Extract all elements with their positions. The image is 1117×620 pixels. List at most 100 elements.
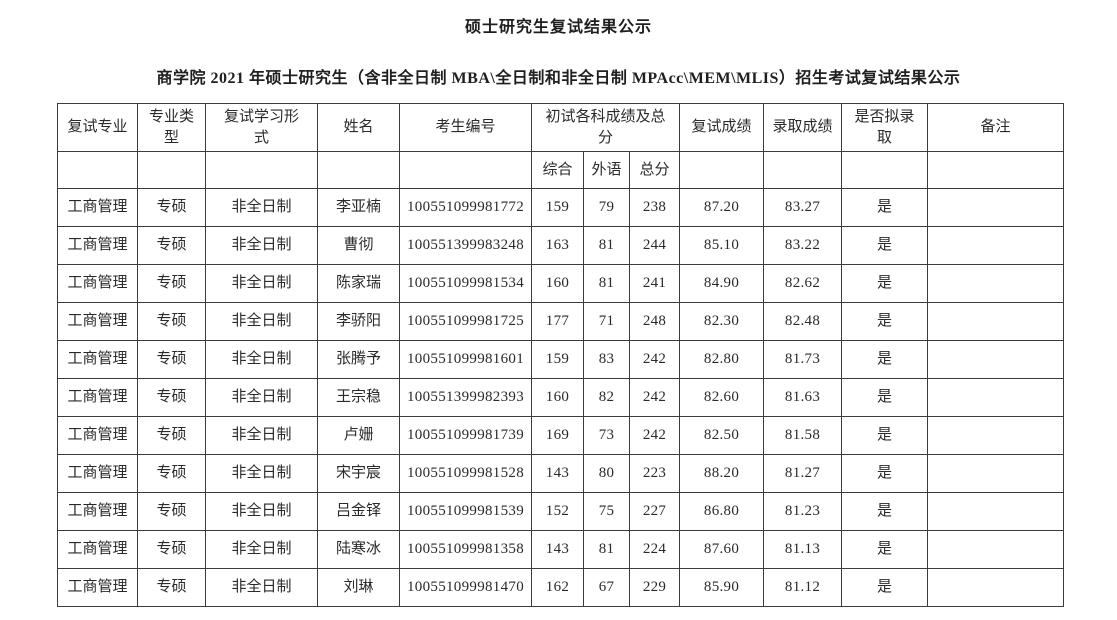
- cell-admitted: 是: [841, 454, 929, 493]
- header-name-label: 姓名: [343, 119, 374, 136]
- header-remarks-label: 备注: [980, 119, 1011, 136]
- cell-retest-major: 工商管理: [57, 340, 138, 379]
- cell-major-type: 专硕: [137, 416, 206, 455]
- header-comprehensive: 综合: [531, 151, 584, 189]
- cell-candidate-id: 100551099981739: [399, 416, 532, 455]
- cell-comprehensive: 162: [531, 568, 584, 607]
- cell-major-type: 专硕: [137, 340, 206, 379]
- cell-name: 陆寒冰: [317, 530, 400, 569]
- header-total: 总分: [628, 151, 681, 189]
- header-retest-score: 复试成绩: [679, 103, 765, 152]
- cell-admission-score: 83.22: [763, 226, 843, 265]
- cell-admitted: 是: [841, 302, 929, 341]
- cell-retest-major: 工商管理: [57, 226, 138, 265]
- cell-name: 卢姗: [317, 416, 400, 455]
- header-study-form-label: 复试学习形式: [223, 109, 299, 146]
- cell-comprehensive: 159: [531, 188, 584, 227]
- cell-foreign-language: 75: [583, 492, 630, 531]
- cell-admitted: 是: [841, 416, 929, 455]
- cell-retest-major: 工商管理: [57, 188, 138, 227]
- header-row-main: 复试专业 专业类型 复试学习形式 姓名 考生编号 初试各科成绩及总分 复试成绩 …: [57, 103, 1065, 152]
- header-spacer-cell: [763, 151, 843, 189]
- header-spacer-cell: [927, 151, 1065, 189]
- cell-retest-major: 工商管理: [57, 378, 138, 417]
- cell-admission-score: 82.62: [763, 264, 843, 303]
- cell-name: 宋宇宸: [317, 454, 400, 493]
- cell-foreign-language: 73: [583, 416, 630, 455]
- header-admission-score: 录取成绩: [763, 103, 843, 152]
- cell-admitted: 是: [841, 340, 929, 379]
- header-spacer-cell: [137, 151, 206, 189]
- cell-retest-score: 85.90: [679, 568, 765, 607]
- cell-study-form: 非全日制: [205, 264, 318, 303]
- results-table: 复试专业 专业类型 复试学习形式 姓名 考生编号 初试各科成绩及总分 复试成绩 …: [57, 103, 1065, 607]
- cell-major-type: 专硕: [137, 378, 206, 417]
- page-subtitle: 商学院 2021 年硕士研究生（含非全日制 MBA\全日制和非全日制 MPAcc…: [156, 70, 961, 87]
- header-spacer-cell: [679, 151, 765, 189]
- cell-retest-major: 工商管理: [57, 530, 138, 569]
- cell-remarks: [927, 226, 1065, 265]
- cell-admission-score: 81.27: [763, 454, 843, 493]
- cell-foreign-language: 81: [583, 530, 630, 569]
- cell-candidate-id: 100551399982393: [399, 378, 532, 417]
- table-row: 工商管理 专硕 非全日制 陈家瑞 100551099981534 160 81 …: [57, 264, 1065, 303]
- cell-total: 242: [628, 416, 681, 455]
- cell-retest-major: 工商管理: [57, 302, 138, 341]
- cell-comprehensive: 143: [531, 454, 584, 493]
- header-candidate-id: 考生编号: [399, 103, 532, 152]
- cell-major-type: 专硕: [137, 530, 206, 569]
- header-study-form: 复试学习形式: [205, 103, 318, 152]
- header-row-sub: 综合 外语 总分: [57, 151, 1065, 189]
- cell-retest-score: 87.20: [679, 188, 765, 227]
- header-name: 姓名: [317, 103, 400, 152]
- cell-foreign-language: 81: [583, 226, 630, 265]
- cell-admitted: 是: [841, 568, 929, 607]
- cell-comprehensive: 159: [531, 340, 584, 379]
- cell-candidate-id: 100551099981725: [399, 302, 532, 341]
- cell-name: 李骄阳: [317, 302, 400, 341]
- cell-comprehensive: 143: [531, 530, 584, 569]
- cell-retest-score: 82.30: [679, 302, 765, 341]
- table-row: 工商管理 专硕 非全日制 陆寒冰 100551099981358 143 81 …: [57, 530, 1065, 569]
- cell-remarks: [927, 454, 1065, 493]
- header-retest-major-label: 复试专业: [67, 119, 128, 136]
- page-title: 硕士研究生复试结果公示: [464, 19, 652, 36]
- cell-retest-score: 86.80: [679, 492, 765, 531]
- cell-total: 244: [628, 226, 681, 265]
- cell-major-type: 专硕: [137, 226, 206, 265]
- cell-admission-score: 83.27: [763, 188, 843, 227]
- header-initial-scores-group-label: 初试各科成绩及总分: [545, 109, 666, 146]
- cell-study-form: 非全日制: [205, 530, 318, 569]
- cell-total: 248: [628, 302, 681, 341]
- cell-retest-major: 工商管理: [57, 416, 138, 455]
- cell-retest-score: 85.10: [679, 226, 765, 265]
- cell-candidate-id: 100551099981470: [399, 568, 532, 607]
- header-admission-score-label: 录取成绩: [772, 119, 833, 136]
- header-spacer-cell: [399, 151, 532, 189]
- cell-admission-score: 81.63: [763, 378, 843, 417]
- cell-remarks: [927, 302, 1065, 341]
- header-spacer-cell: [57, 151, 138, 189]
- header-major-type-label: 专业类型: [148, 109, 194, 146]
- cell-admitted: 是: [841, 188, 929, 227]
- cell-remarks: [927, 530, 1065, 569]
- header-total-label: 总分: [639, 161, 670, 178]
- cell-foreign-language: 79: [583, 188, 630, 227]
- cell-name: 陈家瑞: [317, 264, 400, 303]
- cell-admitted: 是: [841, 264, 929, 303]
- cell-comprehensive: 169: [531, 416, 584, 455]
- cell-candidate-id: 100551099981528: [399, 454, 532, 493]
- cell-retest-score: 87.60: [679, 530, 765, 569]
- cell-admission-score: 81.12: [763, 568, 843, 607]
- table-row: 工商管理 专硕 非全日制 李骄阳 100551099981725 177 71 …: [57, 302, 1065, 341]
- cell-total: 238: [628, 188, 681, 227]
- table-row: 工商管理 专硕 非全日制 张腾予 100551099981601 159 83 …: [57, 340, 1065, 379]
- cell-admitted: 是: [841, 492, 929, 531]
- cell-admitted: 是: [841, 226, 929, 265]
- cell-remarks: [927, 264, 1065, 303]
- cell-foreign-language: 82: [583, 378, 630, 417]
- cell-admission-score: 82.48: [763, 302, 843, 341]
- header-remarks: 备注: [927, 103, 1065, 152]
- cell-retest-score: 88.20: [679, 454, 765, 493]
- cell-total: 242: [628, 340, 681, 379]
